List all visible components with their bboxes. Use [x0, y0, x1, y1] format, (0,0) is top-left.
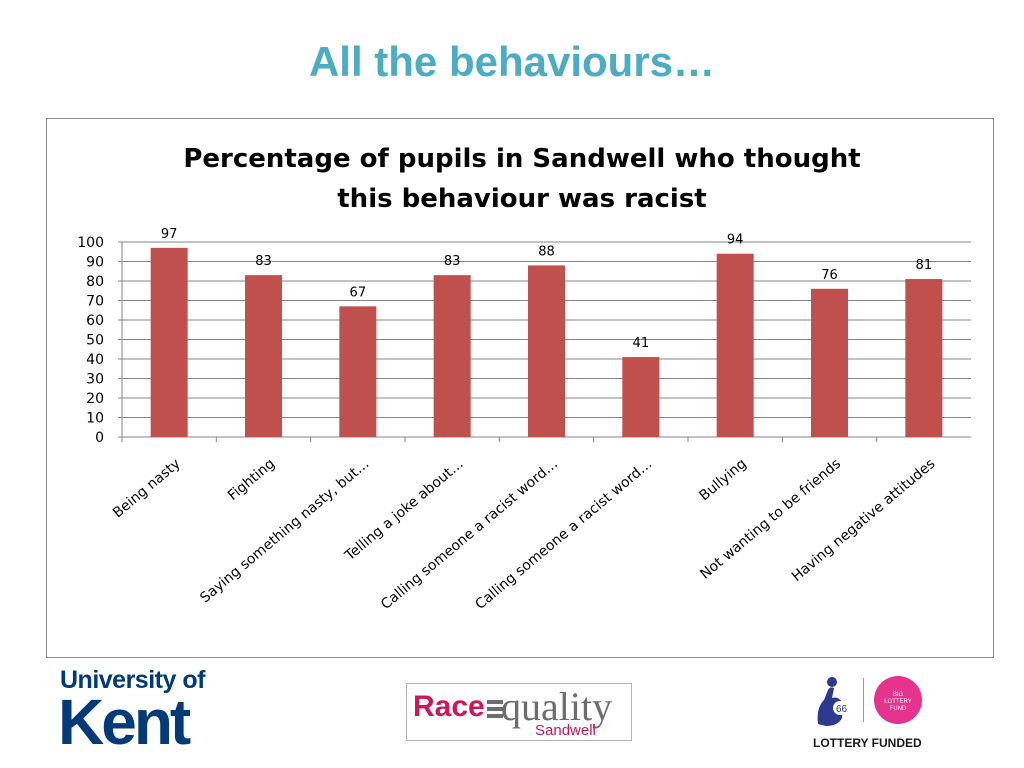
x-tick-label-5: Calling someone a racist word…: [378, 456, 561, 613]
y-tick-label-60: 60: [86, 313, 104, 329]
university-of-kent-logo: University of Kent: [58, 666, 230, 758]
y-tick-label-10: 10: [86, 411, 104, 427]
data-label-8: 76: [821, 268, 838, 283]
svg-text:FUND: FUND: [890, 706, 907, 712]
data-label-6: 41: [633, 336, 650, 351]
bar-4: [433, 275, 471, 437]
bar-8: [811, 288, 848, 437]
y-tick-label-70: 70: [86, 294, 104, 310]
x-tick-label-3: Saying something nasty, but…: [197, 456, 372, 607]
bar-2: [245, 275, 282, 437]
race-equality-sandwell-logo: Race quality Sandwell: [406, 683, 632, 741]
bar-3: [339, 306, 377, 437]
y-tick-label-80: 80: [86, 274, 104, 290]
y-tick-label-100: 100: [77, 235, 104, 251]
data-label-5: 88: [538, 244, 555, 259]
svg-text:LOTTERY: LOTTERY: [884, 699, 912, 705]
race-equality-logo-quality: quality: [501, 684, 613, 729]
y-tick-label-0: 0: [95, 430, 104, 446]
x-tick-label-1: Being nasty: [110, 456, 184, 522]
data-label-2: 83: [255, 254, 272, 269]
data-label-7: 94: [727, 233, 744, 248]
lottery-funded-label: LOTTERY FUNDED: [813, 736, 922, 750]
lottery-funded-logo: 66 BIG LOTTERY FUND LOTTERY FUNDED: [808, 672, 938, 756]
chart-title-line-2: this behaviour was racist: [337, 184, 706, 214]
y-tick-label-30: 30: [86, 372, 104, 388]
chart-title-line-1: Percentage of pupils in Sandwell who tho…: [183, 144, 860, 174]
y-tick-label-20: 20: [86, 391, 104, 407]
race-equality-logo-sandwell: Sandwell: [535, 722, 596, 739]
data-label-4: 83: [444, 254, 461, 269]
y-tick-label-50: 50: [86, 333, 104, 349]
y-tick-label-90: 90: [86, 255, 104, 271]
x-tick-label-2: Fighting: [225, 456, 278, 504]
svg-text:66: 66: [836, 704, 848, 715]
bar-9: [905, 279, 943, 437]
kent-logo-line1: University of: [60, 666, 205, 694]
bar-chart: Percentage of pupils in Sandwell who tho…: [77, 144, 971, 613]
bar-1: [150, 247, 188, 437]
chart-frame: Percentage of pupils in Sandwell who tho…: [46, 118, 994, 658]
x-tick-label-7: Bullying: [696, 456, 749, 504]
bar-7: [716, 253, 754, 437]
bar-5: [528, 265, 565, 437]
lottery-crossed-fingers-icon: 66 BIG LOTTERY FUND: [817, 676, 922, 726]
race-equality-logo-race: Race: [413, 690, 485, 723]
data-label-1: 97: [161, 227, 178, 242]
data-label-9: 81: [916, 258, 933, 273]
y-tick-label-40: 40: [86, 352, 104, 368]
equals-icon: [487, 700, 503, 721]
svg-text:BIG: BIG: [893, 692, 904, 698]
slide-title: All the behaviours…: [308, 38, 716, 85]
x-tick-label-6: Calling someone a racist word…: [472, 456, 655, 613]
kent-logo-line2: Kent: [58, 686, 191, 758]
data-label-3: 67: [350, 285, 367, 300]
bar-6: [622, 357, 660, 437]
